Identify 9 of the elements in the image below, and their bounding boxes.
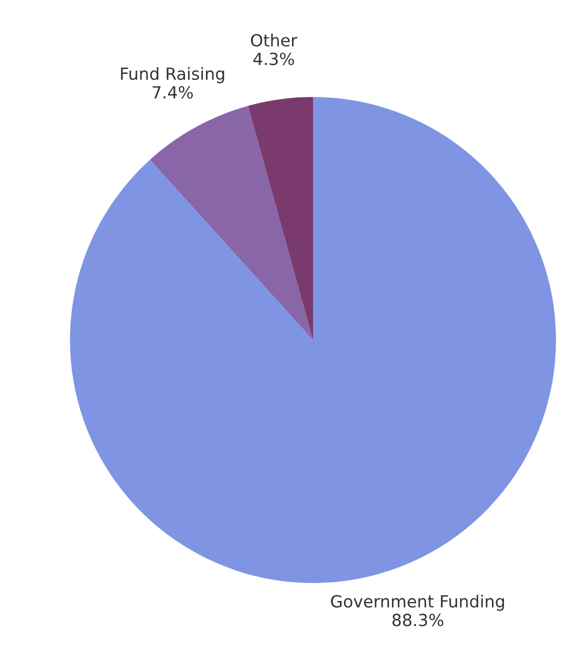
slice-label: Other [251,34,298,47]
data-label: 88.3% [392,614,444,626]
slice-label: Fund Raising [121,67,224,84]
data-label: 4.3% [253,52,294,66]
pie-slice [150,106,313,340]
data-label: 7.4% [152,86,193,99]
slice-label: Government Funding [331,594,504,611]
pie-slice [248,97,313,340]
pie-slice [70,97,556,583]
